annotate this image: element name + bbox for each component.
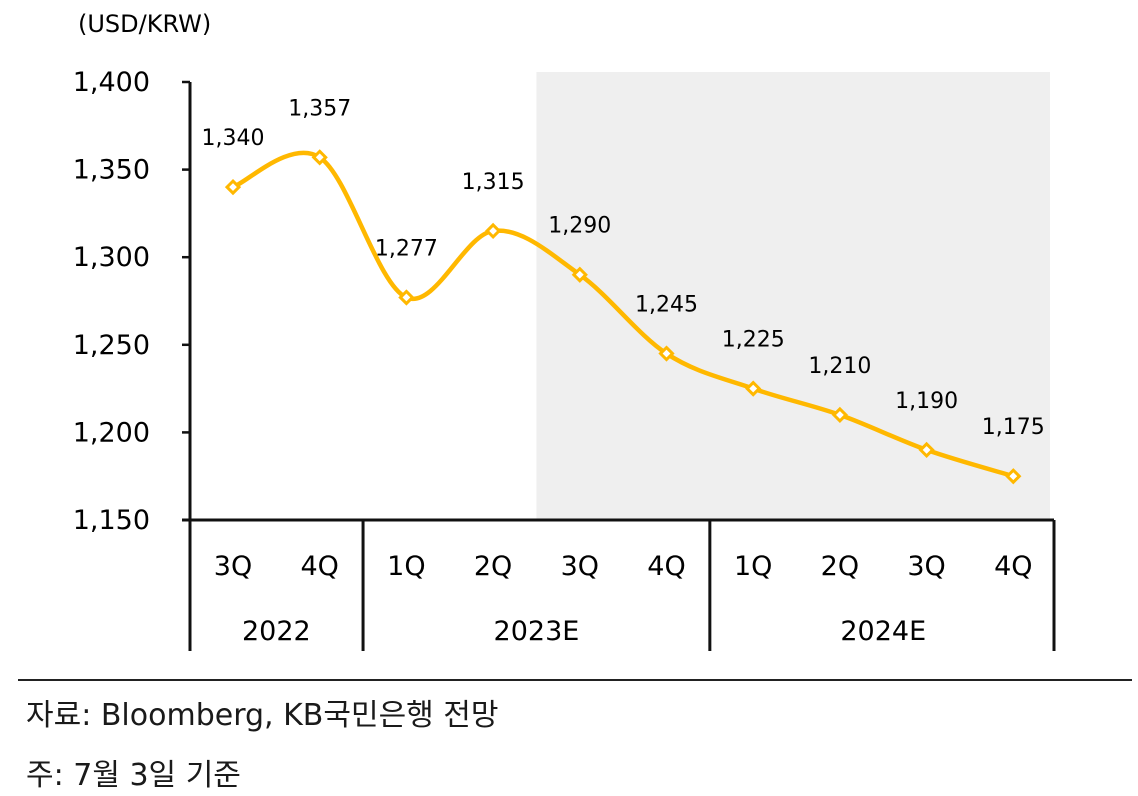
- data-point-marker: [571, 266, 588, 283]
- basis-note: 주: 7월 3일 기준: [26, 758, 241, 793]
- data-value-label: 1,277: [375, 236, 438, 261]
- x-category-label: 4Q: [300, 551, 338, 582]
- data-value-label: 1,245: [635, 293, 698, 318]
- x-year-label: 2022: [242, 616, 311, 647]
- data-point-marker: [1005, 468, 1022, 485]
- x-category-label: 4Q: [647, 551, 685, 582]
- data-point-marker: [658, 345, 675, 362]
- data-value-label: 1,290: [548, 214, 611, 239]
- data-value-label: 1,340: [202, 126, 265, 151]
- exchange-rate-line: [230, 150, 1016, 479]
- y-axis-unit-label: (USD/KRW): [78, 10, 211, 38]
- chart-axes: [182, 82, 1056, 651]
- x-category-label: 3Q: [214, 551, 252, 582]
- y-tick-label: 1,150: [73, 505, 150, 536]
- x-category-label: 4Q: [994, 551, 1032, 582]
- x-year-label: 2023E: [494, 616, 580, 647]
- data-value-label: 1,190: [895, 389, 958, 414]
- data-value-label: 1,225: [722, 328, 785, 353]
- data-value-label: 1,210: [808, 354, 871, 379]
- footer-divider: [18, 679, 1132, 681]
- x-category-label: 1Q: [387, 551, 425, 582]
- data-point-marker: [398, 289, 415, 306]
- x-category-label: 3Q: [561, 551, 599, 582]
- x-category-label: 3Q: [907, 551, 945, 582]
- x-category-label: 2Q: [821, 551, 859, 582]
- y-tick-label: 1,350: [73, 155, 150, 186]
- data-point-marker: [745, 380, 762, 397]
- data-point-marker: [831, 406, 849, 424]
- x-category-label: 1Q: [734, 551, 772, 582]
- data-value-label: 1,315: [462, 170, 525, 195]
- data-point-marker: [224, 178, 242, 196]
- x-year-label: 2024E: [840, 616, 926, 647]
- y-axis-ticks: 1,400 1,350 1,300 1,250 1,200 1,150: [73, 67, 190, 536]
- forecast-shaded-region: [536, 72, 1050, 520]
- data-point-marker: [484, 222, 502, 240]
- y-tick-label: 1,400: [73, 67, 150, 98]
- source-note: 자료: Bloomberg, KB국민은행 전망: [26, 698, 499, 733]
- data-value-label: 1,357: [288, 96, 351, 121]
- y-tick-label: 1,300: [73, 242, 150, 273]
- x-axis-categories: 3Q 4Q 1Q 2Q 3Q 4Q 1Q 2Q 3Q 4Q 2022 2023E 2024E: [214, 551, 1033, 647]
- data-point-marker: [918, 441, 935, 459]
- data-point-markers: [224, 149, 1022, 485]
- x-category-label: 2Q: [474, 551, 512, 582]
- y-tick-label: 1,200: [73, 417, 150, 448]
- data-point-marker: [311, 149, 328, 166]
- data-value-label: 1,175: [982, 415, 1045, 440]
- y-tick-label: 1,250: [73, 330, 150, 361]
- data-value-labels: 1,340 1,357 1,277 1,315 1,290 1,245 1,225 1,210…: [202, 96, 1045, 440]
